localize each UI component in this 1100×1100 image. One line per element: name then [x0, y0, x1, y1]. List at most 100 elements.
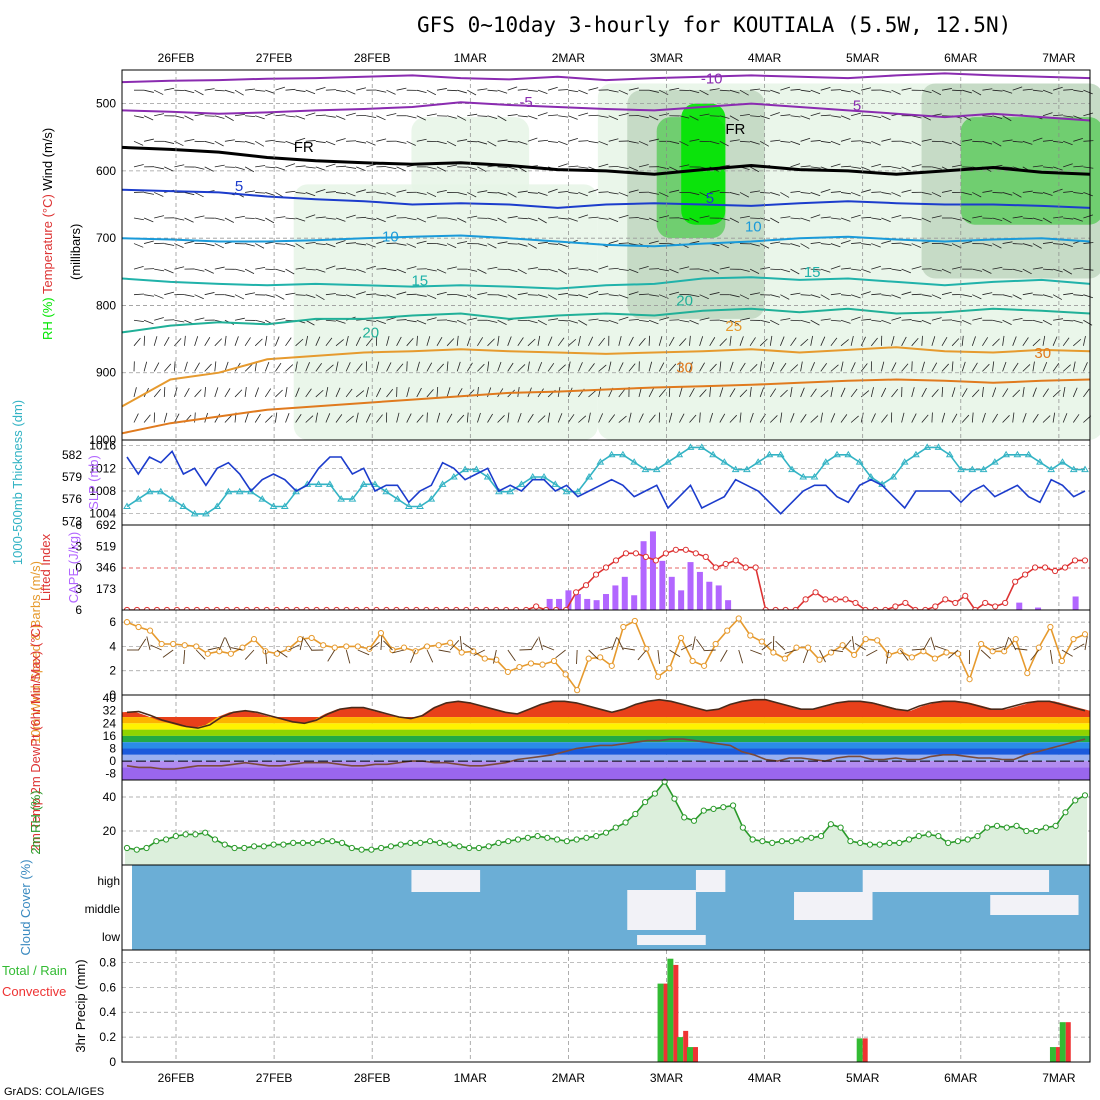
wind-barb [133, 387, 137, 398]
wind-barb [537, 268, 549, 271]
cape-bar [584, 598, 591, 610]
wind-barb [154, 317, 164, 321]
wind-barb [1042, 89, 1053, 94]
lifted-index-line-point [832, 596, 839, 603]
rh-line-point [945, 839, 952, 847]
wind-barb [709, 337, 716, 347]
wind-barb [527, 361, 530, 372]
wind-speed-line-point [839, 642, 846, 649]
wind-barb [770, 217, 780, 224]
wind-barb [659, 317, 669, 321]
lifted-index-line-point [692, 550, 699, 557]
wind-barb [275, 412, 278, 423]
rh-line-point [299, 839, 307, 847]
wind-barb [689, 414, 697, 423]
wind-barb [941, 291, 952, 296]
wind-barb [154, 89, 164, 95]
chart-title: GFS 0~10day 3-hourly for KOUTIALA (5.5W,… [417, 13, 1011, 37]
wind-barb [517, 217, 528, 220]
wind-barb [588, 412, 591, 423]
wind-barb [355, 412, 359, 423]
wind-barb [426, 113, 437, 117]
wind-barb [325, 265, 336, 270]
wind-speed-line-point [343, 643, 350, 650]
wind-speed-line-point [550, 657, 558, 665]
temp-band [122, 729, 1090, 736]
wind-barb [729, 89, 740, 94]
wind-barb [729, 217, 739, 223]
wind-barb [194, 89, 204, 96]
wind-barb [1053, 140, 1064, 143]
wind-barb [982, 243, 993, 247]
wind-barb [133, 243, 144, 248]
wind-barb [921, 138, 932, 142]
wind-barb [1022, 412, 1027, 423]
wind-barb [830, 413, 836, 423]
wind-barb [952, 319, 962, 323]
wind-barb [457, 241, 468, 244]
wind-barb [366, 115, 377, 119]
wind-barb [325, 115, 336, 118]
wind-barb [1061, 649, 1073, 657]
wind-barb [820, 243, 831, 246]
wind-barb [1002, 388, 1009, 398]
wind-barb [568, 165, 579, 168]
lifted-index-line-point [702, 553, 709, 560]
wind-barb [305, 362, 310, 372]
wind-barb [527, 137, 538, 142]
wind-barb [689, 388, 695, 398]
wind-barb [345, 415, 354, 423]
wind-barb [759, 387, 764, 398]
date-label-bottom: 6MAR [944, 1071, 978, 1085]
wind-barb [447, 164, 457, 168]
wind-barb [143, 335, 146, 346]
wind-barb [790, 268, 800, 275]
wind-speed-line-point [354, 643, 361, 650]
wind-barb [729, 361, 734, 372]
precip-conv-label: Convective [2, 984, 66, 999]
thickness-line-point [686, 443, 695, 450]
wind-barb [558, 163, 568, 168]
wind-barb [150, 644, 162, 651]
wind-barb [689, 192, 700, 196]
thickness-line-point [145, 487, 154, 495]
wind-barb [426, 192, 437, 198]
li-axis-label: Lifted Index [38, 533, 53, 601]
wind-barb [1002, 89, 1013, 94]
wind-barb [871, 243, 881, 248]
wind-barb [366, 191, 377, 193]
wind-speed-line-point [1070, 636, 1077, 643]
wind-barb [426, 215, 437, 219]
wind-barb [174, 243, 184, 248]
wind-barb [780, 336, 785, 346]
isotherm-label: 5 [853, 97, 861, 114]
wind-barb [426, 649, 434, 663]
wind-barb [1002, 217, 1012, 224]
wind-barb [507, 362, 514, 372]
wind-barb [850, 192, 861, 197]
wind-barb [1052, 362, 1060, 372]
wind-barb [477, 166, 487, 172]
wind-barb [820, 336, 826, 346]
date-label-bottom: 4MAR [748, 1071, 782, 1085]
wind-barb [951, 338, 960, 347]
thickness-line-point [314, 480, 323, 487]
wind-barb [982, 190, 993, 193]
wind-barb [345, 89, 356, 95]
cape-tick-label: 692 [96, 518, 116, 532]
wind-barb [214, 413, 221, 423]
isotherm-label: 10 [382, 229, 399, 246]
isotherm-label: 5 [235, 178, 243, 195]
thickness-tick-label: 573 [62, 514, 82, 528]
wind-barb [770, 319, 780, 326]
wind-barb [618, 242, 629, 244]
wind-barb [1083, 319, 1093, 326]
wind-barb [295, 387, 300, 398]
wind-barb [1032, 361, 1035, 372]
lifted-index-line-point [712, 564, 719, 571]
wind-barb [305, 112, 316, 117]
thickness-line-point [1069, 465, 1078, 473]
rh-line-point [690, 817, 698, 824]
